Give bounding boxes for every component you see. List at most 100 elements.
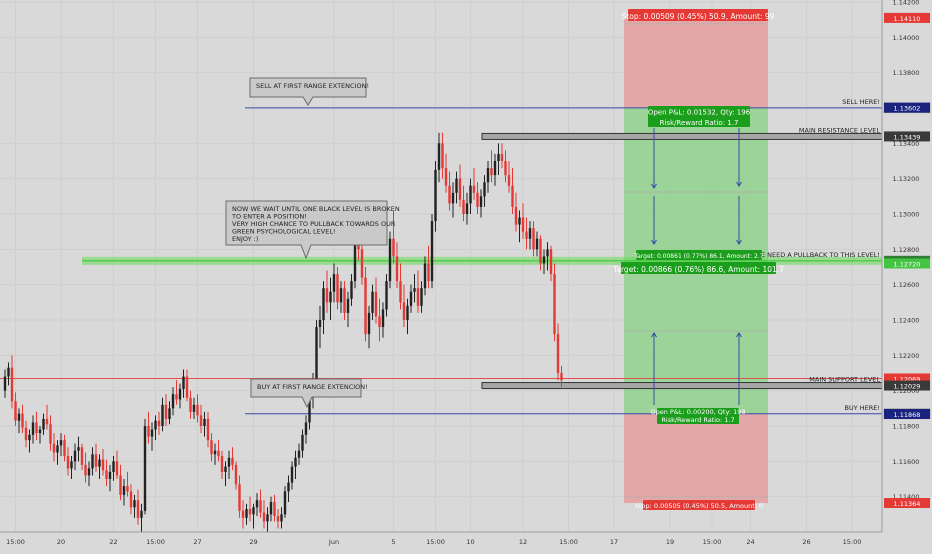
candle-body (434, 169, 437, 222)
candle-body (217, 450, 220, 457)
candle-body (161, 404, 164, 426)
y-tick-label: 1.12000 (893, 387, 920, 395)
stop-top-label-text: Stop: 0.00509 (0.45%) 50.9, Amount: 99 (622, 12, 775, 21)
candle-body (336, 274, 339, 303)
y-tick-label: 1.12200 (893, 352, 920, 360)
price-badge (884, 408, 930, 419)
candle-body (465, 203, 469, 214)
candle-body (518, 217, 521, 225)
candle-body (262, 512, 266, 522)
x-tick-label: 5 (391, 538, 395, 546)
x-tick-label: 15:00 (559, 538, 578, 546)
candle-body (143, 426, 147, 511)
position-overlays: Stop: 0.00509 (0.45%) 50.9, Amount: 99 Op… (612, 9, 784, 510)
candle-body (150, 429, 154, 437)
candle-body (479, 196, 483, 207)
candle-body (329, 291, 332, 303)
candle-body (182, 376, 185, 389)
y-tick-label: 1.11400 (893, 493, 920, 501)
candle-body (399, 281, 402, 303)
candle-body (315, 327, 318, 381)
candle-body (178, 388, 182, 400)
candle-body (472, 185, 476, 193)
price-axis-bg (882, 0, 932, 550)
x-tick-label: 29 (249, 538, 257, 546)
down-arrow-head (736, 239, 742, 245)
open-sell-label-text: Risk/Reward Ratio: 1.7 (660, 119, 739, 127)
callout-text: VERY HIGH CHANCE TO PULLBACK TOWARDS OUR (232, 220, 396, 228)
open-sell-label-text: Open P&L: 0.01532, Qty: 196 (648, 108, 751, 116)
candle-body (70, 461, 73, 469)
candle-body (455, 178, 458, 193)
candle-body (539, 238, 542, 264)
candle-body (7, 367, 10, 377)
down-arrow-head (651, 239, 657, 245)
y-tick-label: 1.13000 (893, 211, 920, 219)
price-badge (884, 12, 930, 23)
candle-body (290, 466, 294, 483)
candle-body (52, 443, 56, 453)
open-sell-label-box (648, 106, 750, 127)
price-badge (884, 131, 930, 142)
candle-body (511, 185, 514, 207)
candle-body (140, 510, 143, 518)
candle-body (210, 440, 213, 455)
candle-body (126, 486, 129, 492)
price-badge (884, 498, 930, 509)
candle-body (35, 422, 38, 434)
target-small-label-box (636, 250, 762, 260)
candle-body (213, 450, 217, 455)
x-tick-label: 15:00 (146, 538, 165, 546)
candle-body (486, 168, 490, 183)
candle-body (549, 249, 553, 275)
candle-body (476, 192, 479, 207)
candle-body (441, 143, 444, 169)
candle-body (413, 288, 416, 292)
callout-bubble (249, 77, 367, 106)
price-badge-label: 1.12069 (894, 375, 921, 383)
candle-body (136, 500, 140, 518)
candle-body (115, 461, 119, 476)
candle-body (332, 274, 336, 292)
price-badge (884, 258, 930, 269)
candle-body (171, 394, 175, 409)
up-arrow-head (651, 332, 657, 338)
price-badge-label: 1.13602 (894, 105, 921, 113)
candle-body (273, 501, 276, 517)
x-tick-label: Jun (328, 538, 339, 546)
candle-body (175, 394, 178, 400)
candle-body (77, 447, 80, 451)
candle-body (252, 507, 255, 515)
candle-body (220, 456, 224, 472)
candle-body (420, 288, 423, 306)
candle-body (87, 468, 91, 476)
stop-zone-bottom (624, 413, 768, 504)
level-label: MAIN SUPPORT LEVEL (809, 376, 880, 384)
candle-body (528, 228, 532, 239)
candle-body (423, 263, 427, 289)
y-tick-label: 1.13400 (893, 140, 920, 148)
candle-body (350, 281, 353, 299)
candle-body (546, 249, 549, 257)
candle-body (542, 256, 546, 264)
candle-body (129, 491, 133, 508)
x-tick-label: 26 (802, 538, 810, 546)
candle-body (192, 404, 196, 412)
stop-bottom-label-box (643, 500, 755, 510)
callout-text: NOW WE WAIT UNTIL ONE BLACK LEVEL IS BRO… (232, 205, 400, 213)
level-label: WE NEED A PULLBACK TO THIS LEVEL! (755, 251, 880, 259)
candle-body (444, 168, 448, 186)
callout-text: SELL AT FIRST RANGE EXTENCION! (256, 82, 369, 90)
candle-body (378, 316, 381, 328)
candle-body (276, 516, 280, 522)
price-badge-label: 1.14110 (894, 15, 921, 23)
candle-body (560, 373, 563, 381)
y-tick-label: 1.13200 (893, 175, 920, 183)
y-tick-label: 1.12400 (893, 317, 920, 325)
candle-body (490, 168, 493, 176)
candle-body (318, 320, 322, 328)
candle-body (255, 500, 259, 508)
candle-body (224, 466, 227, 472)
